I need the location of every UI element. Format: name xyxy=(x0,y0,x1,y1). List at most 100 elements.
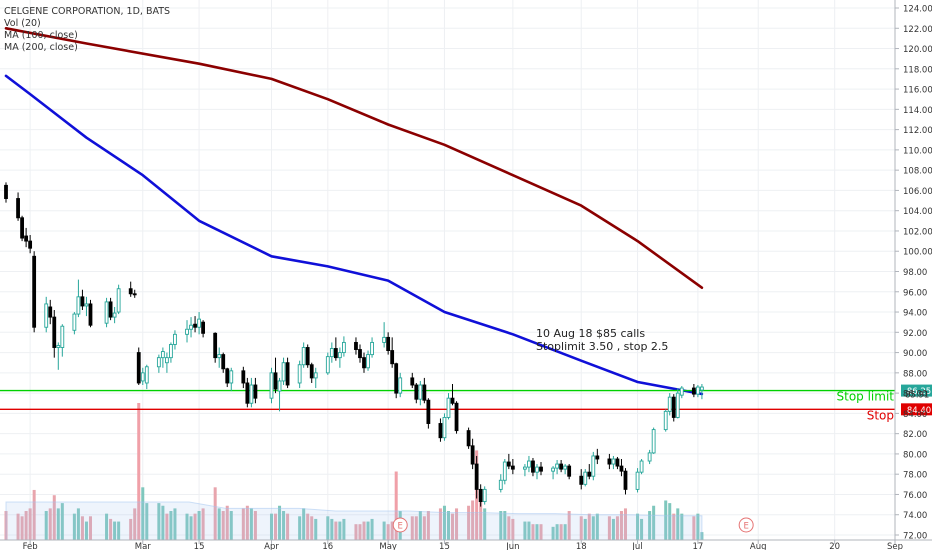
candle-body xyxy=(56,345,61,348)
candle-body xyxy=(185,328,189,335)
volume-bar xyxy=(362,521,366,540)
candle-body xyxy=(358,349,362,359)
volume-bar xyxy=(302,508,306,540)
volume-bar xyxy=(507,516,511,540)
trade-annotation: 10 Aug 18 $85 calls Stoplimit 3.50 , sto… xyxy=(536,327,668,353)
candle-body xyxy=(285,362,290,386)
candle-body xyxy=(52,316,57,348)
volume-bar xyxy=(422,516,426,540)
volume-bar xyxy=(680,513,684,540)
candle-body xyxy=(651,429,656,454)
volume-bar xyxy=(24,511,28,540)
candle-body xyxy=(301,347,306,366)
candle-body xyxy=(24,235,29,242)
candle-body xyxy=(281,362,286,382)
volume-bar xyxy=(354,524,358,540)
y-tick-label: 108.00 xyxy=(903,167,932,177)
volume-bar xyxy=(382,521,386,540)
x-tick-label: May xyxy=(379,542,397,550)
volume-bar xyxy=(692,516,696,540)
volume-bar xyxy=(173,508,177,540)
volume-bar xyxy=(76,508,80,540)
candle-body xyxy=(647,452,652,462)
candle-body xyxy=(695,386,700,395)
volume-bar xyxy=(640,518,644,540)
candle-body xyxy=(217,354,222,359)
annotation-line1: 10 Aug 18 $85 calls xyxy=(536,327,645,340)
volume-bar xyxy=(446,511,450,540)
y-tick-label: 80.00 xyxy=(903,450,927,460)
candle-body xyxy=(555,463,559,469)
volume-bar xyxy=(451,513,455,540)
y-axis[interactable]: 124.00 122.00 120.00 118.00 116.00 114.00 112.… xyxy=(894,0,932,542)
candle-body xyxy=(342,341,346,354)
candle-body xyxy=(619,465,624,472)
y-tick-label: 112.00 xyxy=(903,126,932,136)
candle-body xyxy=(249,384,254,404)
candle-body xyxy=(422,384,427,401)
candle-body xyxy=(173,333,177,345)
candle-body xyxy=(531,460,535,473)
volume-bar xyxy=(133,508,137,540)
x-tick-label: Jun xyxy=(505,542,519,550)
x-tick-label: Apr xyxy=(264,542,279,550)
volume-bar xyxy=(117,521,121,540)
study-vol: Vol (20) xyxy=(4,18,41,29)
earnings-marker-label: E xyxy=(743,522,748,532)
volume-bar xyxy=(652,505,656,540)
volume-bar xyxy=(72,513,76,540)
volume-bar xyxy=(306,513,310,540)
candle-body xyxy=(72,313,77,331)
volume-bar xyxy=(531,524,535,540)
candle-body xyxy=(241,370,246,384)
candle-body xyxy=(88,303,93,326)
y-tick-label: 110.00 xyxy=(903,146,932,156)
volume-bar xyxy=(696,513,700,540)
volume-bar xyxy=(587,513,591,540)
candle-body xyxy=(165,357,169,364)
candle-body xyxy=(277,380,282,392)
volume-bar xyxy=(241,508,245,540)
candle-body xyxy=(313,372,318,379)
candle-body xyxy=(398,377,403,394)
x-tick-label: 15 xyxy=(439,542,450,550)
x-tick-label: 16 xyxy=(322,542,333,550)
candle-body xyxy=(663,410,668,431)
volume-bar xyxy=(105,513,109,540)
candle-body xyxy=(337,352,342,359)
volume-bar xyxy=(109,518,113,540)
level-price-badge xyxy=(901,384,932,397)
candle-body xyxy=(48,306,53,318)
y-tick-label: 124.00 xyxy=(903,5,932,15)
volume-bar xyxy=(418,511,422,540)
candle-body xyxy=(76,296,81,315)
candle-body xyxy=(160,351,165,359)
candle-body xyxy=(60,325,65,348)
volume-bar xyxy=(129,518,133,540)
candle-body xyxy=(225,368,230,384)
x-tick-label: Sep xyxy=(887,542,903,550)
candle-body xyxy=(523,466,527,470)
volume-bar xyxy=(583,518,587,540)
volume-bar xyxy=(414,516,418,540)
x-tick-label: Feb xyxy=(23,542,38,550)
ma200-path xyxy=(4,27,704,289)
volume-bar xyxy=(342,518,346,540)
candle-body xyxy=(140,372,145,382)
volume-bar xyxy=(84,521,88,540)
volume-bar xyxy=(672,513,676,540)
volume-bar xyxy=(479,497,483,540)
volume-bar xyxy=(269,513,274,540)
volume-bar xyxy=(410,516,414,540)
y-tick-label: 114.00 xyxy=(903,106,932,116)
candle-body xyxy=(563,465,568,470)
candle-body xyxy=(390,350,395,365)
volume-bar xyxy=(137,403,141,540)
volume-bar xyxy=(314,518,318,540)
y-tick-label: 92.00 xyxy=(903,329,927,339)
volume-bar xyxy=(668,503,672,540)
x-axis[interactable]: Feb Mar 15 Apr 16 May 15 Jun 18 Jul 17 Aug 20 Sep xyxy=(0,539,932,550)
candle-body xyxy=(438,423,443,439)
candle-body xyxy=(426,399,431,424)
